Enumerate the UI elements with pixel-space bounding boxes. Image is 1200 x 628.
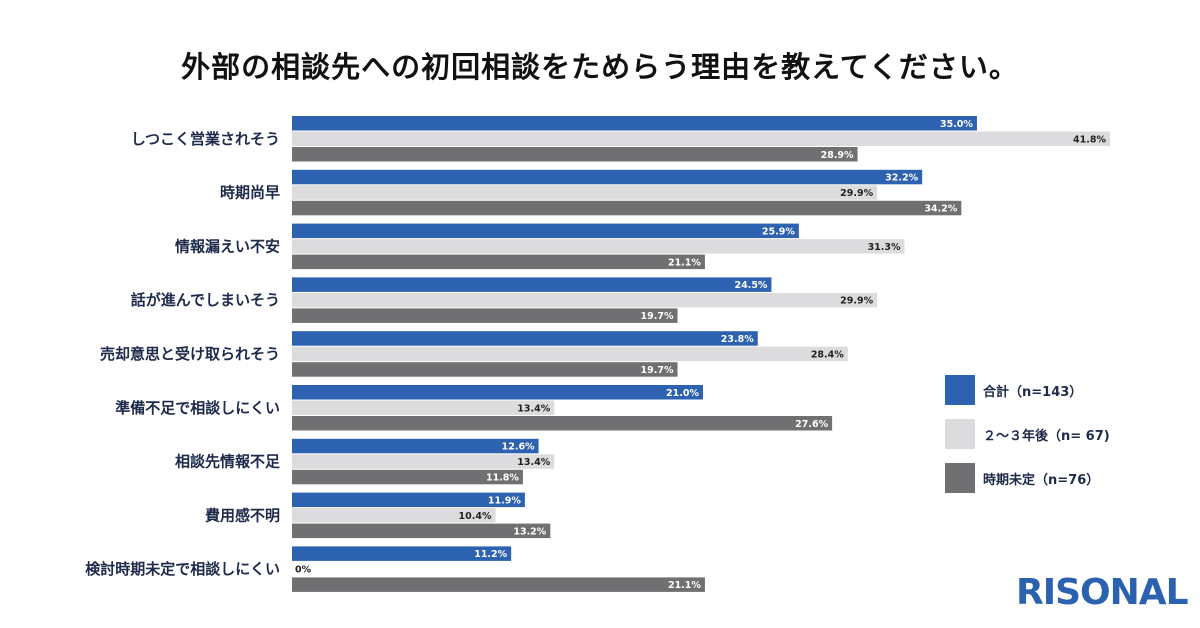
data-label: 13.4% — [517, 403, 550, 414]
bar — [292, 292, 878, 308]
bar — [292, 331, 758, 346]
legend-label-2-3-years: ２～３年後（n= 67) — [983, 428, 1110, 444]
data-label: 12.6% — [502, 442, 535, 453]
category-label: 準備不足で相談しにくい — [115, 399, 280, 417]
data-label: 19.7% — [641, 311, 674, 322]
category-label: しつこく営業されそう — [131, 130, 280, 148]
bar — [292, 254, 705, 270]
bar — [292, 469, 523, 485]
chart-title: 外部の相談先への初回相談をためらう理由を教えてください。 — [181, 50, 1019, 84]
bar — [292, 523, 551, 539]
data-label: 11.8% — [486, 473, 519, 484]
bar — [292, 362, 678, 377]
data-label: 27.6% — [795, 419, 828, 430]
data-label: 25.9% — [762, 226, 795, 237]
bars-layer: しつこく営業されそう 35.0% 41.8% 28.9% 時期尚早 32.2% 29.9% 3… — [85, 116, 1111, 592]
bar — [292, 438, 539, 454]
bar — [292, 277, 772, 292]
data-label: 41.8% — [1073, 134, 1106, 145]
bar — [292, 147, 858, 162]
data-label: 0% — [295, 565, 312, 576]
brand-logo: RISONAL — [1016, 572, 1189, 613]
data-label: 13.2% — [513, 526, 546, 537]
data-label: 21.1% — [668, 580, 701, 591]
data-label: 28.9% — [821, 150, 854, 161]
bar — [292, 308, 678, 323]
category-label: 相談先情報不足 — [175, 453, 281, 471]
category-label: 検討時期未定で相談しにくい — [85, 560, 280, 578]
data-label: 23.8% — [721, 334, 754, 345]
data-label: 28.4% — [811, 349, 844, 360]
bar — [292, 223, 799, 239]
bar — [292, 492, 525, 508]
category-label: 売却意思と受け取られそう — [100, 345, 280, 363]
legend-swatch-2-3-years — [945, 419, 975, 449]
legend-item-total: 合計（n=143） — [945, 375, 1110, 405]
bar — [292, 346, 848, 362]
category-label: 話が進んでしまいそう — [131, 291, 280, 309]
data-label: 13.4% — [517, 457, 550, 468]
data-label: 11.2% — [474, 549, 507, 560]
bar — [292, 131, 1111, 146]
category-label: 時期尚早 — [220, 184, 280, 202]
data-label: 34.2% — [924, 204, 957, 215]
legend-swatch-undecided — [945, 463, 975, 493]
data-label: 21.1% — [668, 257, 701, 268]
bar — [292, 385, 703, 400]
bar — [292, 416, 833, 431]
data-label: 35.0% — [940, 119, 973, 130]
data-label: 11.9% — [488, 495, 521, 506]
legend-item-2-3-years: ２～３年後（n= 67) — [945, 419, 1110, 449]
data-label: 29.9% — [840, 296, 873, 307]
category-label: 費用感不明 — [205, 506, 280, 524]
bar — [292, 546, 512, 561]
data-label: 21.0% — [666, 388, 699, 399]
bar — [292, 169, 923, 185]
bar — [292, 116, 977, 131]
legend-item-undecided: 時期未定（n=76） — [945, 463, 1110, 493]
bar — [292, 400, 555, 415]
bar — [292, 200, 962, 216]
data-label: 29.9% — [840, 188, 873, 199]
bar — [292, 577, 705, 592]
bar — [292, 508, 496, 523]
category-label: 情報漏えい不安 — [175, 237, 280, 255]
data-label: 32.2% — [885, 173, 918, 184]
legend-swatch-total — [945, 375, 975, 405]
data-label: 19.7% — [641, 365, 674, 376]
bar — [292, 239, 905, 254]
bar — [292, 454, 555, 469]
data-label: 24.5% — [734, 280, 767, 291]
legend-label-undecided: 時期未定（n=76） — [983, 472, 1100, 488]
data-label: 31.3% — [868, 242, 901, 253]
bar — [292, 185, 878, 200]
legend-label-total: 合計（n=143） — [983, 384, 1083, 400]
legend: 合計（n=143） ２～３年後（n= 67) 時期未定（n=76） — [945, 375, 1110, 507]
data-label: 10.4% — [459, 511, 492, 522]
